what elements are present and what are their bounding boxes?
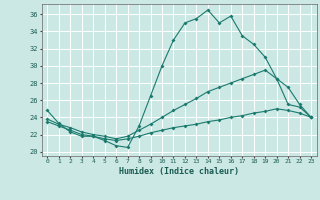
X-axis label: Humidex (Indice chaleur): Humidex (Indice chaleur) xyxy=(119,167,239,176)
